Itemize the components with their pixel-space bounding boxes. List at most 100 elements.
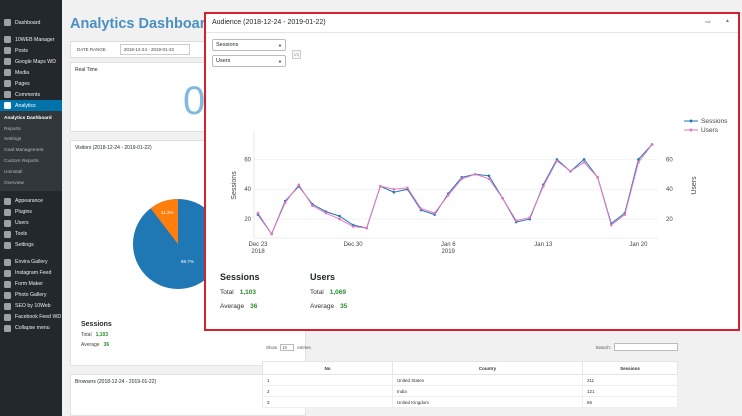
- data-point-sessions: [338, 214, 341, 218]
- pie-label-small: 11.3%: [161, 210, 173, 215]
- sidebar-item-plugins[interactable]: Plugins: [0, 207, 62, 218]
- submenu-item-analytics-dashboard[interactable]: Analytics Dashboard: [4, 115, 52, 121]
- sidebar-item-label: 10WEB Manager: [15, 36, 55, 43]
- realtime-panel: Real Time 0: [70, 62, 206, 132]
- vs-button[interactable]: VS: [292, 50, 301, 59]
- submenu-item-uninstall[interactable]: Uninstall: [4, 169, 23, 175]
- pin-icon: [4, 47, 11, 54]
- visitors-title: Visitors (2018-12-24 - 2019-01-22): [75, 145, 152, 151]
- data-point-users: [487, 177, 491, 181]
- chevron-down-icon: ▼: [278, 42, 282, 48]
- data-point-users: [256, 211, 260, 215]
- x-tick-label: Jan 6: [441, 242, 456, 248]
- popup-users-summary: Users Total 1,069 Average 35: [310, 272, 347, 310]
- search-input[interactable]: [614, 343, 678, 351]
- plugin-icon: [4, 208, 11, 216]
- data-point-users: [297, 183, 301, 187]
- sidebar-item-dashboard[interactable]: Dashboard: [0, 17, 62, 28]
- right-axis-label: Users: [691, 176, 698, 195]
- x-tick-label: Dec 23: [248, 242, 268, 248]
- sidebar-item-label: Appearance: [15, 198, 43, 205]
- data-point-users: [419, 207, 423, 210]
- data-point-users: [324, 211, 328, 215]
- brush-icon: [4, 197, 11, 205]
- sidebar-item-google-maps-wd[interactable]: Google Maps WD: [0, 56, 62, 67]
- data-point-users: [596, 175, 599, 179]
- visitors-sessions-title: Sessions: [81, 321, 112, 328]
- map-icon: [4, 58, 11, 65]
- sidebar-item-analytics[interactable]: Analytics: [0, 100, 62, 111]
- metric2-select[interactable]: Users ▼: [212, 55, 286, 67]
- data-point-users: [270, 232, 273, 236]
- right-tick-label: 60: [666, 157, 673, 163]
- col-header-country[interactable]: Country: [392, 361, 583, 375]
- legend-marker: [689, 119, 693, 123]
- left-axis-label: Sessions: [231, 171, 238, 200]
- submenu-item-reports[interactable]: Reports: [4, 126, 21, 132]
- data-point-users: [582, 161, 586, 164]
- audience-popup: Audience (2018-12-24 - 2019-01-22) ⇨ ▲ S…: [204, 12, 740, 331]
- legend-label: Sessions: [701, 118, 728, 125]
- table-cell: 3: [262, 396, 393, 408]
- search-label: Search:: [595, 344, 611, 350]
- metric1-select[interactable]: Sessions ▼: [212, 39, 286, 51]
- data-point-users: [406, 186, 409, 190]
- data-point-users: [650, 143, 654, 146]
- sidebar-item-appearance[interactable]: Appearance: [0, 196, 62, 207]
- data-point-sessions: [582, 158, 586, 161]
- seo-icon: [4, 302, 11, 310]
- facebook-icon: [4, 313, 11, 321]
- submenu-item-overview[interactable]: Overview: [4, 180, 24, 186]
- table-cell: 211: [582, 374, 678, 386]
- table-cell: 2: [262, 385, 393, 397]
- sidebar-item-collapse-menu[interactable]: Collapse menu: [0, 323, 62, 334]
- sidebar-item-tools[interactable]: Tools: [0, 229, 62, 240]
- left-tick-label: 20: [244, 217, 251, 223]
- series-line-users: [257, 144, 653, 236]
- date-range-input[interactable]: 2018-12-24 - 2019-01-22: [119, 44, 190, 55]
- sidebar-item-comments[interactable]: Comments: [0, 89, 62, 100]
- popout-icon[interactable]: ⇨: [705, 19, 712, 26]
- data-point-sessions: [637, 158, 640, 161]
- sidebar-item-label: Settings: [15, 242, 34, 249]
- sidebar-item-envira-gallery[interactable]: Envira Gallery: [0, 257, 62, 268]
- collapse-icon: [4, 324, 11, 332]
- table-cell: India: [392, 385, 583, 397]
- sidebar-item-photo-gallery[interactable]: Photo Gallery: [0, 290, 62, 301]
- submenu-item-custom-reports[interactable]: Custom Reports: [4, 159, 39, 165]
- sidebar-item-posts[interactable]: Posts: [0, 45, 62, 56]
- browsers-title: Browsers (2018-12-24 - 2019-01-22): [75, 379, 157, 385]
- wrench-icon: [4, 230, 11, 238]
- sidebar-item-media[interactable]: Media: [0, 67, 62, 78]
- table-cell: 1: [262, 374, 393, 386]
- table-cell: 121: [582, 385, 678, 397]
- sidebar-item-instagram-feed[interactable]: Instagram Feed: [0, 268, 62, 279]
- entries-select[interactable]: 10: [280, 343, 295, 351]
- col-header-sessions[interactable]: Sessions: [582, 361, 678, 375]
- legend-label: Users: [701, 127, 719, 134]
- data-point-users: [514, 219, 518, 222]
- submenu-item-settings[interactable]: Settings: [4, 137, 22, 143]
- sidebar-item-10web-manager[interactable]: 10WEB Manager: [0, 34, 62, 45]
- series-line-sessions: [257, 144, 653, 236]
- media-icon: [4, 69, 11, 76]
- x-tick-label: 2019: [442, 249, 456, 255]
- sidebar-item-seo-by-10web[interactable]: SEO by 10Web: [0, 301, 62, 312]
- manager-icon: [4, 36, 11, 43]
- sidebar-item-facebook-feed-wd[interactable]: Facebook Feed WD: [0, 312, 62, 323]
- sidebar-item-form-maker[interactable]: Form Maker: [0, 279, 62, 290]
- collapse-icon[interactable]: ▲: [725, 18, 730, 24]
- sidebar-item-label: Comments: [15, 91, 41, 98]
- popup-sessions-total: Total 1,103: [220, 289, 257, 296]
- sidebar-item-users[interactable]: Users: [0, 218, 62, 229]
- sidebar-item-settings[interactable]: Settings: [0, 240, 62, 251]
- sidebar-item-label: Pages: [15, 80, 30, 87]
- sidebar-item-label: Facebook Feed WD: [15, 314, 62, 321]
- sidebar-item-pages[interactable]: Pages: [0, 78, 62, 89]
- right-tick-label: 20: [666, 217, 673, 223]
- pie-slice-small: [150, 199, 178, 244]
- instagram-icon: [4, 269, 11, 277]
- sidebar-item-label: Form Maker: [15, 281, 43, 288]
- submenu-item-goal-management[interactable]: Goal Management: [4, 148, 44, 154]
- col-header-no[interactable]: No: [262, 361, 393, 375]
